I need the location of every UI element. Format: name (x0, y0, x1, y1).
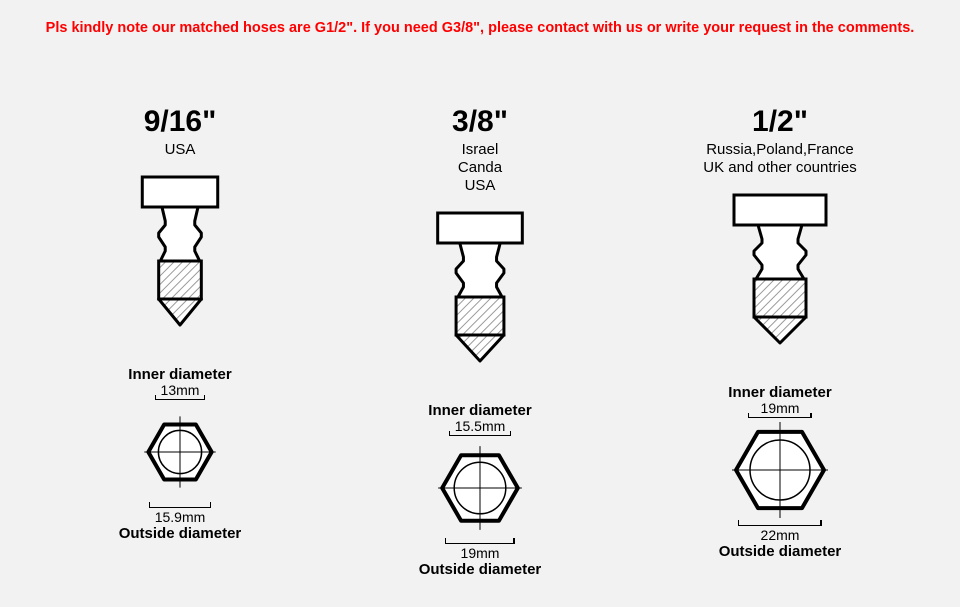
inner-diameter-label: Inner diameter (128, 366, 231, 383)
nut-block: Inner diameter15.5mm 19mmOutside diamete… (419, 402, 542, 578)
outside-diameter-label: Outside diameter (419, 561, 542, 578)
connector-diagram (420, 195, 540, 372)
outside-diameter-label: Outside diameter (719, 543, 842, 560)
hex-nut-diagram (730, 418, 830, 525)
countries-label: Russia,Poland,FranceUK and other countri… (703, 141, 856, 177)
hex-nut-diagram (130, 400, 230, 507)
size-title: 1/2" (752, 105, 808, 139)
connector-column: 3/8"IsraelCandaUSA Inner diameter15.5mm … (340, 75, 620, 607)
inner-diameter-label: Inner diameter (728, 384, 831, 401)
connector-diagram (120, 159, 240, 336)
countries-label: USA (165, 141, 196, 159)
countries-label: IsraelCandaUSA (458, 141, 502, 195)
inner-diameter-label: Inner diameter (428, 402, 531, 419)
outside-diameter-value: 22mm (738, 525, 822, 543)
size-title: 3/8" (452, 105, 508, 139)
hex-nut-diagram (430, 436, 530, 543)
nut-block: Inner diameter19mm 22mmOutside diameter (719, 384, 842, 560)
size-title: 9/16" (144, 105, 217, 139)
outside-diameter-value: 15.9mm (149, 507, 212, 525)
inner-diameter-value: 13mm (155, 382, 206, 400)
notice-text: Pls kindly note our matched hoses are G1… (0, 20, 960, 36)
connector-column: 9/16" USA Inner diameter13mm 15.9mmOutsid… (40, 75, 320, 607)
inner-diameter-value: 19mm (748, 400, 812, 418)
connector-column: 1/2"Russia,Poland,FranceUK and other cou… (640, 75, 920, 607)
outside-diameter-value: 19mm (445, 543, 515, 561)
connector-columns: 9/16"USA Inner diameter13mm 15.9mmOutsid… (0, 75, 960, 607)
inner-diameter-value: 15.5mm (449, 418, 512, 436)
nut-block: Inner diameter13mm 15.9mmOutside diamete… (119, 366, 242, 542)
connector-diagram (720, 177, 840, 354)
outside-diameter-label: Outside diameter (119, 525, 242, 542)
